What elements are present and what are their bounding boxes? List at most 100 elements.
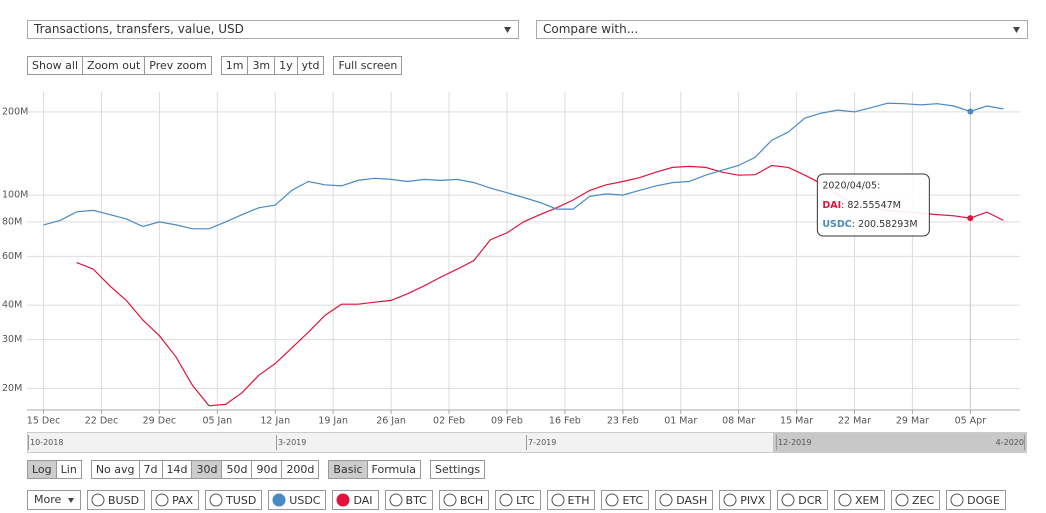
x-tick-label: 23 Feb [607,416,639,427]
toggle-circle [838,493,852,507]
plot-area [27,92,1020,410]
button[interactable]: Lin [60,463,77,476]
coin-button[interactable]: ZEC [891,490,941,510]
button[interactable]: 7d [140,461,163,478]
button[interactable]: 14d [163,461,193,478]
toggle-circle [659,493,673,507]
button[interactable]: Show all [28,57,84,74]
coin-button[interactable]: USDC [268,490,327,510]
button[interactable]: Log [28,461,57,478]
y-tick-label: 200M [2,106,28,117]
toggle-circle [723,493,737,507]
toggle-circle [389,493,403,507]
coin-label: XEM [855,493,879,507]
tooltip-value: 200.58293M [858,219,918,230]
coin-button[interactable]: DAI [332,490,379,510]
x-tick-label: 16 Feb [549,416,581,427]
coin-label: BTC [405,493,427,507]
button-group: Show all Zoom out Prev zoom [27,56,212,75]
button[interactable]: Formula [371,463,417,476]
button[interactable]: 200d [286,463,315,476]
y-tick-label: 80M [2,216,22,227]
y-tick-label: 40M [2,300,22,311]
coin-button[interactable]: ETH [546,490,596,510]
coin-label: LTC [516,493,535,507]
x-tick-label: 02 Feb [433,416,465,427]
button[interactable]: 3m [248,57,276,74]
select-text: More [34,493,62,506]
navigator[interactable]: 10-2018 3-2019 7-2019 12-2019 4-2020 [27,432,1027,453]
x-tick-label: 29 Dec [143,416,177,427]
compare-select[interactable]: Compare with... [536,20,1028,39]
coin-label: BCH [459,493,484,507]
button[interactable]: 50d [222,461,253,478]
button[interactable]: No avg [92,461,140,478]
toggle-circle [155,493,169,507]
x-tick-label: 12 Jan [260,416,290,427]
tooltip-separator: : [852,219,855,230]
coin-button[interactable]: BUSD [87,490,146,510]
button[interactable]: 1m [222,57,249,74]
coin-bar: More BUSD PAX TUSD USDC DAI BTC BCH LTC ETH ETC DA… [27,490,1006,510]
x-tick-label: 22 Dec [85,416,119,427]
toggle-circle [209,493,223,507]
tooltip-row: DAI: 82.55547M [822,200,901,211]
x-tick-label: 15 Mar [780,416,813,427]
button[interactable]: Basic [329,461,368,478]
coin-button[interactable]: PAX [151,490,200,510]
coin-button[interactable]: PIVX [719,490,772,510]
button[interactable]: 1y [275,57,298,74]
y-tick-label: 30M [2,334,22,345]
x-tick-label: 29 Mar [896,416,929,427]
coin-button[interactable]: DOGE [946,490,1006,510]
button[interactable]: Zoom out [83,57,146,74]
coin-toggle [272,493,286,507]
coin-button[interactable]: LTC [495,490,541,510]
coin-button[interactable]: DASH [655,490,714,510]
button[interactable]: ytd [301,59,320,72]
coin-button[interactable]: TUSD [205,490,263,510]
toggle-circle [895,493,909,507]
coin-toggle [781,493,795,507]
coin-toggle [499,493,513,507]
button[interactable]: Full screen [338,59,398,72]
coin-toggle [209,493,223,507]
tooltip-box [816,173,930,237]
button-group: Settings [430,460,486,479]
y-tick-label: 20M [2,383,22,394]
button[interactable]: 90d [252,461,283,478]
button[interactable]: 30d [192,461,223,478]
button-group: Log Lin [27,460,82,479]
coin-toggle [838,493,852,507]
x-tick-label: 01 Mar [664,416,697,427]
arrow-icon [1013,27,1020,33]
coin-button[interactable]: BTC [384,490,433,510]
x-tick-label: 22 Mar [838,416,871,427]
coin-button[interactable]: BCH [438,490,490,510]
coin-button[interactable]: DCR [777,490,829,510]
coin-label: DASH [676,493,708,507]
point-marker [967,108,974,115]
button-group: Full screen [333,56,403,75]
coin-label: ETH [567,493,590,507]
toolbar: Show all Zoom out Prev zoom 1m 3m 1y ytd Full s… [27,56,403,75]
coin-button[interactable]: ETC [601,490,650,510]
toggle-circle [781,493,795,507]
navigator-label: 12-2019 [776,435,811,450]
coin-label: ETC [622,493,644,507]
navigator-label: 4-2020 [995,435,1025,450]
navigator-selection[interactable] [773,433,1026,452]
coin-label: PAX [172,493,194,507]
coin-toggle [155,493,169,507]
button[interactable]: Settings [435,463,481,476]
select-text: Compare with... [543,22,639,36]
coin-button[interactable]: XEM [834,490,885,510]
x-tick-label: 09 Feb [491,416,523,427]
tooltip-value: 82.55547M [847,200,901,211]
more-select[interactable]: More [27,490,81,510]
toggle-circle [551,493,565,507]
x-tick-label: 05 Apr [955,416,987,427]
button[interactable]: Prev zoom [149,59,207,72]
toggle-circle [605,493,619,507]
metric-select[interactable]: Transactions, transfers, value, USD [27,20,519,39]
